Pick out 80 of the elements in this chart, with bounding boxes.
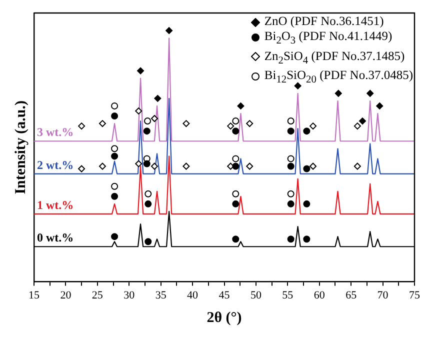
point bbox=[334, 90, 342, 97]
point bbox=[227, 122, 234, 130]
point bbox=[135, 107, 142, 114]
legend-label: Bi$_{12}$SiO$_{20}$ (PDF No.37.0485) bbox=[264, 68, 413, 86]
x-tick-label: 65 bbox=[346, 289, 358, 302]
point bbox=[232, 162, 240, 170]
point bbox=[232, 236, 240, 243]
point bbox=[111, 112, 118, 120]
point bbox=[354, 162, 361, 170]
point bbox=[303, 128, 310, 135]
point bbox=[144, 200, 152, 208]
point bbox=[135, 160, 142, 168]
x-tick-label: 45 bbox=[218, 289, 230, 302]
point bbox=[182, 120, 190, 128]
point bbox=[303, 236, 310, 243]
x-tick-label: 50 bbox=[250, 289, 262, 302]
point bbox=[310, 162, 317, 170]
point bbox=[78, 122, 86, 130]
legend-label: Zn$_{2}$SiO$_{4}$ (PDF No.37.1485) bbox=[264, 48, 405, 66]
point bbox=[144, 238, 152, 246]
point bbox=[78, 165, 86, 172]
x-tick-label: 25 bbox=[92, 289, 104, 302]
series-label: 1 wt.% bbox=[37, 198, 74, 212]
y-axis-title: Intensity (a.u.) bbox=[12, 100, 29, 194]
point bbox=[182, 162, 190, 170]
x-tick-label: 40 bbox=[187, 289, 199, 302]
point bbox=[144, 118, 152, 125]
point bbox=[150, 162, 158, 170]
point bbox=[232, 128, 240, 135]
point bbox=[376, 102, 384, 110]
point bbox=[98, 120, 106, 128]
point bbox=[246, 120, 254, 128]
point bbox=[143, 128, 150, 135]
x-tick-label: 60 bbox=[314, 289, 326, 302]
point bbox=[237, 102, 244, 110]
point bbox=[366, 90, 374, 97]
point bbox=[111, 152, 118, 160]
point bbox=[111, 192, 118, 200]
legend-label: Bi$_{2}$O$_{3}$ (PDF No.41.1449) bbox=[264, 29, 392, 46]
legend-label: ZnO (PDF No.36.1451) bbox=[264, 14, 384, 28]
point bbox=[294, 82, 302, 90]
point bbox=[143, 160, 150, 168]
point bbox=[150, 115, 158, 122]
point bbox=[303, 200, 310, 208]
point bbox=[354, 122, 361, 130]
point bbox=[111, 102, 118, 110]
point bbox=[287, 200, 294, 208]
point bbox=[287, 155, 294, 162]
x-tick-label: 55 bbox=[282, 289, 294, 302]
x-tick-label: 15 bbox=[28, 289, 40, 302]
point bbox=[111, 182, 118, 190]
point bbox=[154, 94, 162, 102]
point bbox=[287, 162, 294, 170]
x-tick-label: 35 bbox=[155, 289, 167, 302]
point bbox=[111, 233, 118, 240]
x-axis-title: 2θ (°) bbox=[206, 310, 242, 326]
point bbox=[232, 190, 240, 198]
x-tick-label: 20 bbox=[60, 289, 72, 302]
point bbox=[287, 118, 294, 125]
series-label: 2 wt.% bbox=[37, 158, 74, 172]
point bbox=[359, 118, 366, 125]
series-label: 0 wt.% bbox=[37, 230, 74, 245]
point bbox=[246, 162, 254, 170]
point bbox=[287, 236, 294, 243]
point bbox=[137, 67, 144, 74]
point bbox=[287, 128, 294, 135]
point bbox=[232, 200, 240, 208]
point bbox=[310, 122, 317, 130]
point bbox=[232, 155, 240, 162]
x-tick-label: 75 bbox=[409, 289, 420, 302]
point bbox=[232, 118, 240, 125]
x-tick-label: 70 bbox=[377, 289, 389, 302]
point bbox=[98, 162, 106, 170]
point bbox=[303, 165, 310, 172]
x-tick-label: 30 bbox=[124, 289, 136, 302]
point bbox=[287, 190, 294, 198]
point bbox=[166, 27, 173, 34]
series-label: 3 wt.% bbox=[37, 125, 74, 140]
point bbox=[144, 190, 152, 198]
point bbox=[111, 145, 118, 152]
